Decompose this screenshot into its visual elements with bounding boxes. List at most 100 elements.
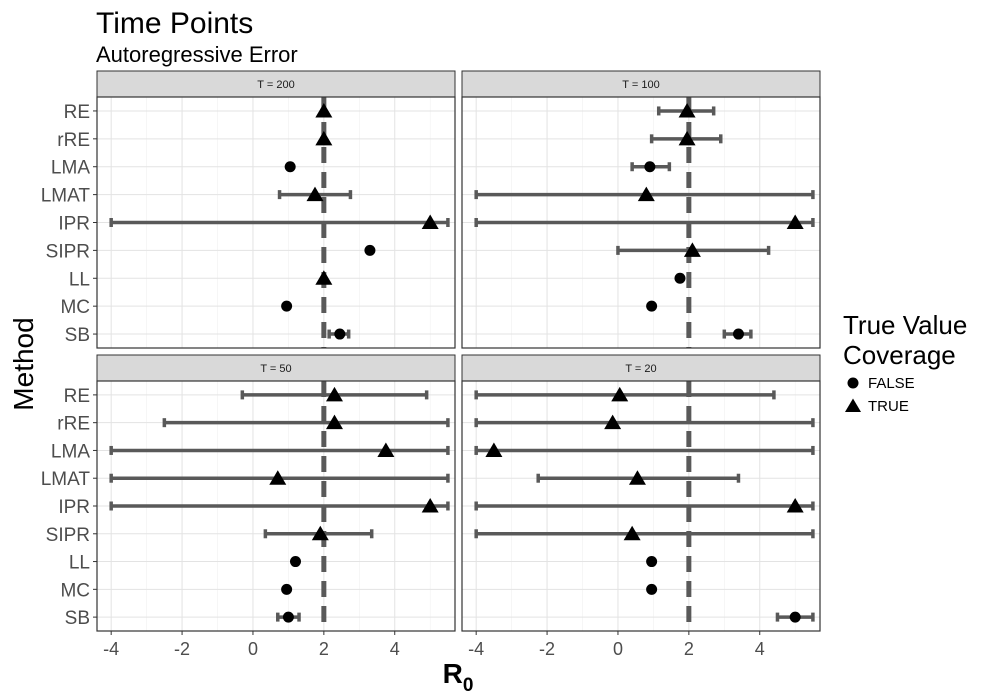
- x-tick-label: 0: [613, 639, 623, 659]
- x-tick-label: 2: [684, 639, 694, 659]
- y-tick-label: rRE: [57, 414, 90, 435]
- y-tick-label: MC: [60, 297, 90, 318]
- x-axis-title-subscript: 0: [463, 675, 474, 696]
- legend-label: TRUE: [868, 398, 909, 415]
- chart-subtitle: Autoregressive Error: [96, 42, 298, 67]
- error-bar: [474, 529, 815, 539]
- point-circle: [789, 611, 801, 623]
- point-triangle: [678, 130, 696, 146]
- x-tick-label: -4: [468, 639, 484, 659]
- panel-border: [461, 96, 821, 349]
- point-triangle: [604, 414, 622, 430]
- point-triangle: [637, 186, 655, 202]
- error-bar: [474, 218, 815, 227]
- facet-panel: T = 100: [461, 70, 821, 349]
- y-tick-label: rRE: [57, 130, 90, 151]
- x-tick-label: 0: [248, 639, 258, 659]
- facet-strip-label: T = 200: [257, 79, 294, 91]
- y-tick-label: LMAT: [41, 469, 91, 490]
- point-circle: [732, 328, 744, 340]
- point-circle: [334, 328, 346, 340]
- y-tick-label: RE: [64, 102, 90, 123]
- point-triangle: [421, 214, 439, 229]
- point-triangle: [325, 386, 343, 402]
- legend-key-circle: [847, 377, 859, 389]
- y-tick-label: IPR: [58, 214, 90, 235]
- point-circle: [644, 161, 656, 173]
- facet-strip-label: T = 20: [625, 363, 656, 375]
- x-axis-title-base: R: [443, 658, 463, 689]
- y-tick-label: SB: [65, 325, 90, 346]
- x-tick-label: -2: [174, 639, 190, 659]
- chart-title: Time Points: [96, 7, 253, 40]
- legend-key-triangle: [845, 398, 861, 412]
- y-tick-label: LMA: [51, 158, 90, 179]
- point-triangle: [311, 525, 329, 541]
- point-triangle: [628, 470, 646, 485]
- facet-panel: T = 200 RE rRE LMA LMAT IPR SIPR LL MC SB: [41, 70, 456, 349]
- y-tick-label: RE: [64, 386, 90, 407]
- legend-title-line-2: Coverage: [843, 340, 956, 370]
- y-tick-label: SB: [65, 608, 90, 629]
- point-triangle: [786, 214, 804, 229]
- point-triangle: [623, 525, 641, 541]
- point-circle: [674, 272, 686, 284]
- legend-title-line-1: True Value: [843, 310, 967, 340]
- facet-panel: T = 50 RE rRE LMA LMAT IPR SIPR LL MC SB -4 -2 0 2 4: [41, 354, 456, 659]
- point-triangle: [611, 386, 629, 402]
- point-circle: [282, 611, 294, 623]
- x-tick-label: -2: [539, 639, 555, 659]
- point-circle: [284, 161, 296, 173]
- point-circle: [281, 583, 293, 595]
- point-triangle: [315, 130, 333, 146]
- point-triangle: [315, 270, 333, 285]
- point-triangle: [485, 442, 503, 457]
- x-axis-title: R0: [443, 658, 474, 696]
- point-circle: [364, 244, 376, 256]
- panel-border: [461, 380, 821, 632]
- facet-strip: [461, 70, 821, 98]
- y-axis-title: Method: [8, 317, 39, 410]
- y-tick-label: LL: [69, 269, 90, 290]
- facet-strip-label: T = 50: [260, 363, 291, 375]
- error-bar: [109, 218, 450, 227]
- x-tick-label: 2: [319, 639, 329, 659]
- point-triangle: [325, 414, 343, 430]
- point-triangle: [269, 470, 287, 485]
- error-bar: [474, 445, 815, 455]
- error-bar: [474, 390, 776, 400]
- point-triangle: [421, 498, 439, 513]
- y-tick-label: MC: [60, 580, 90, 601]
- legend-label: FALSE: [868, 375, 915, 392]
- error-bar: [109, 445, 450, 455]
- error-bar: [474, 418, 815, 428]
- point-triangle: [377, 442, 395, 457]
- facet-strip: [461, 354, 821, 382]
- point-circle: [646, 556, 658, 568]
- point-circle: [281, 300, 293, 312]
- point-circle: [289, 556, 301, 568]
- y-tick-label: SIPR: [46, 525, 90, 546]
- facet-strip: [96, 70, 456, 98]
- y-tick-label: LL: [69, 553, 90, 574]
- x-tick-label: 4: [755, 639, 765, 659]
- x-tick-label: 4: [390, 639, 400, 659]
- error-bar: [162, 418, 450, 428]
- point-circle: [646, 300, 658, 312]
- point-triangle: [678, 102, 696, 118]
- facet-strip-label: T = 100: [622, 79, 659, 91]
- y-tick-label: SIPR: [46, 241, 90, 262]
- point-triangle: [315, 102, 333, 118]
- error-bar: [109, 501, 450, 511]
- y-tick-label: LMA: [51, 441, 90, 462]
- point-triangle: [306, 186, 324, 202]
- point-circle: [646, 583, 658, 595]
- error-bar: [474, 501, 815, 511]
- point-triangle: [786, 498, 804, 513]
- y-tick-label: IPR: [58, 497, 90, 518]
- y-tick-label: LMAT: [41, 186, 91, 207]
- x-tick-label: -4: [103, 639, 119, 659]
